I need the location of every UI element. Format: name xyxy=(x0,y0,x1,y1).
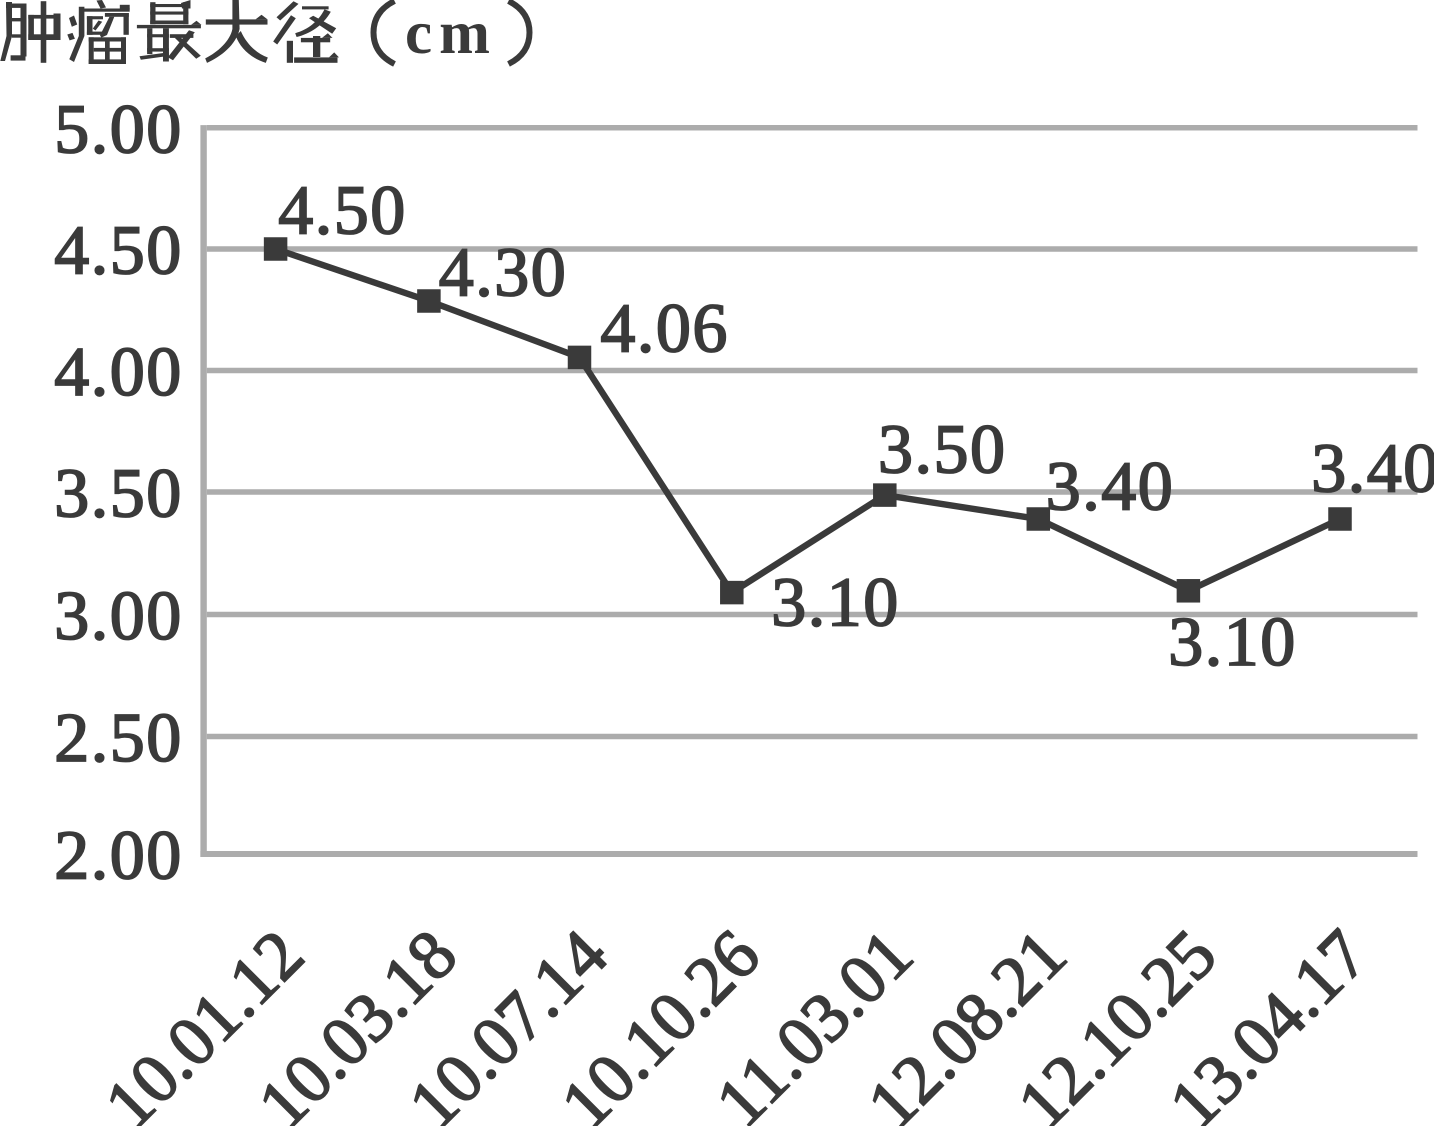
svg-text:3.40: 3.40 xyxy=(1046,449,1175,526)
svg-text:4.50: 4.50 xyxy=(54,213,183,290)
svg-text:2.00: 2.00 xyxy=(54,818,183,895)
svg-text:3.00: 3.00 xyxy=(54,578,183,655)
svg-text:3.50: 3.50 xyxy=(54,456,183,533)
svg-text:3.50: 3.50 xyxy=(878,412,1007,489)
svg-text:5.00: 5.00 xyxy=(54,91,183,168)
svg-text:4.00: 4.00 xyxy=(54,334,183,411)
svg-text:3.10: 3.10 xyxy=(771,565,900,642)
svg-text:4.50: 4.50 xyxy=(278,172,407,249)
svg-text:4.30: 4.30 xyxy=(439,235,568,312)
svg-text:cm: cm xyxy=(405,0,497,67)
svg-text:2.50: 2.50 xyxy=(54,700,183,777)
svg-text:3.40: 3.40 xyxy=(1311,431,1434,508)
svg-text:4.06: 4.06 xyxy=(600,291,729,368)
svg-text:3.10: 3.10 xyxy=(1168,604,1297,681)
